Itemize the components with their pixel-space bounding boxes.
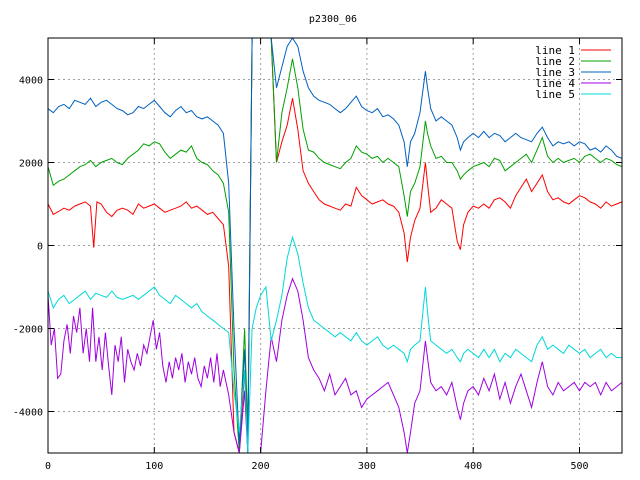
chart-title: p2300_06 — [309, 14, 357, 25]
series-1-line — [48, 38, 622, 453]
x-tick-label: 400 — [464, 461, 482, 472]
series-group — [48, 38, 622, 453]
x-tick-label: 300 — [358, 461, 376, 472]
series-5-line — [48, 235, 622, 453]
legend-label-4: line 4 — [535, 77, 575, 90]
legend-label-2: line 2 — [535, 55, 575, 68]
x-tick-label: 0 — [45, 461, 51, 472]
x-tick-label: 100 — [145, 461, 163, 472]
y-tick-label: 2000 — [19, 159, 43, 170]
series-2-line — [48, 38, 622, 453]
y-tick-label: -2000 — [13, 325, 43, 336]
series-4-line — [48, 277, 622, 453]
y-tick-label: 0 — [37, 242, 43, 253]
legend-label-1: line 1 — [535, 44, 575, 57]
legend-label-3: line 3 — [535, 66, 575, 79]
legend-label-5: line 5 — [535, 88, 575, 101]
y-tick-label: -4000 — [13, 408, 43, 419]
x-tick-label: 500 — [570, 461, 588, 472]
x-tick-label: 200 — [252, 461, 270, 472]
axes: 0 100 200 300 400 500 -4000 -2000 0 2000 4000 — [13, 38, 622, 472]
y-tick-label: 4000 — [19, 76, 43, 87]
series-3-line — [48, 38, 622, 453]
